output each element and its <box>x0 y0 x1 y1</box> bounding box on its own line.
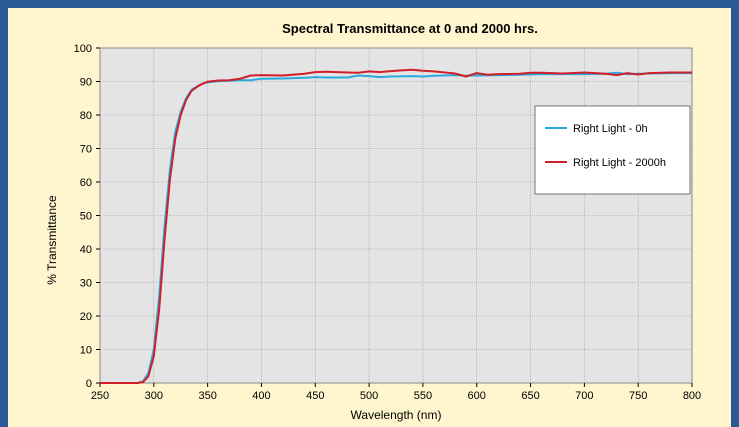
x-tick-label: 250 <box>91 390 109 402</box>
legend-box <box>534 105 691 195</box>
legend-label: Right Light - 2000h <box>573 157 666 169</box>
y-tick-label: 20 <box>80 311 92 323</box>
x-tick-label: 300 <box>145 390 163 402</box>
legend-label: Right Light - 0h <box>573 123 648 135</box>
series-lines <box>100 68 692 384</box>
chart-title: Spectral Transmittance at 0 and 2000 hrs… <box>282 21 538 36</box>
x-axis-label: Wavelength (nm) <box>351 408 442 422</box>
y-tick-label: 40 <box>80 244 92 256</box>
axis-ticks: 250 300 350 400 450 500 550 600 650 700 750 800 0 10 2… <box>74 43 702 402</box>
x-tick-label: 800 <box>683 390 701 402</box>
series-line-2000h <box>100 68 692 384</box>
x-tick-label: 500 <box>360 390 378 402</box>
legend: Right Light - 0h Right Light - 2000h <box>534 105 691 195</box>
y-tick-label: 90 <box>80 77 92 89</box>
y-axis-label: % Transmittance <box>45 195 59 285</box>
grid-lines <box>100 48 692 383</box>
y-tick-label: 10 <box>80 345 92 357</box>
y-tick-label: 50 <box>80 211 92 223</box>
y-tick-label: 60 <box>80 177 92 189</box>
y-tick-label: 70 <box>80 144 92 156</box>
x-tick-label: 350 <box>198 390 216 402</box>
x-tick-label: 650 <box>521 390 539 402</box>
x-tick-label: 550 <box>414 390 432 402</box>
x-tick-label: 450 <box>306 390 324 402</box>
y-tick-label: 0 <box>86 378 92 390</box>
x-tick-label: 700 <box>575 390 593 402</box>
x-tick-label: 600 <box>468 390 486 402</box>
y-tick-label: 30 <box>80 278 92 290</box>
x-tick-label: 400 <box>252 390 270 402</box>
y-tick-label: 100 <box>74 43 92 55</box>
x-tick-label: 750 <box>629 390 647 402</box>
y-tick-label: 80 <box>80 110 92 122</box>
